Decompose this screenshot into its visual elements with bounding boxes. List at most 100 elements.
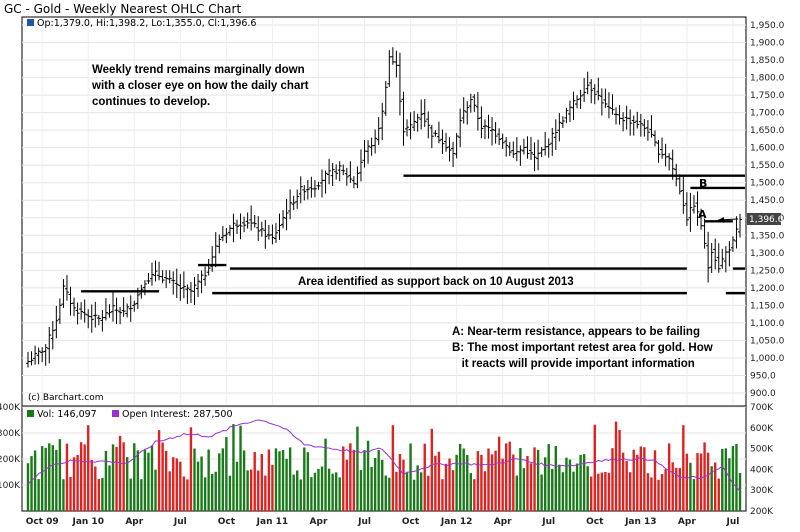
ohlc-bar (691, 195, 696, 214)
volume-bar (628, 472, 632, 511)
volume-bar (614, 421, 618, 511)
time-tick-label: Jan 13 (624, 517, 657, 527)
volume-bar (58, 439, 62, 511)
volume-bar (366, 440, 370, 511)
ohlc-bar (43, 344, 48, 366)
ohlc-bar (121, 297, 126, 317)
volume-bar (274, 448, 278, 511)
ohlc-bar (401, 91, 406, 146)
volume-bar (678, 468, 681, 511)
volume-bar (685, 453, 689, 511)
ohlc-bar (429, 124, 434, 149)
volume-bar (671, 462, 674, 511)
price-tick-label: 1,450.0 (750, 196, 785, 206)
volume-bar (193, 448, 196, 511)
open-interest-tick-label: 300K (750, 486, 774, 496)
volume-bar (667, 443, 671, 511)
ohlc-bar (185, 284, 190, 304)
trend-note-line-3: continues to develop. (92, 96, 210, 108)
ohlc-bar (167, 270, 172, 284)
volume-bar (168, 471, 171, 511)
volume-bar (345, 459, 349, 511)
volume-bar (565, 457, 568, 511)
volume-bar (235, 461, 239, 511)
volume-bar (133, 443, 136, 511)
legend-note-line-2: B: The most important retest area for go… (452, 342, 713, 354)
ohlc-bar (206, 258, 211, 276)
ohlc-bar (405, 119, 410, 137)
ohlc-bar (288, 189, 293, 220)
volume-bar (125, 457, 129, 511)
volume-legend-swatch (27, 410, 34, 417)
ohlc-bar (57, 298, 62, 324)
open-interest-tick-label: 700K (750, 403, 774, 413)
ohlc-bar (468, 93, 473, 113)
volume-bar (232, 424, 235, 511)
volume-bar (554, 446, 558, 511)
price-tick-label: 1,200.0 (750, 284, 785, 294)
volume-bar (731, 446, 735, 511)
ohlc-bar (497, 128, 502, 146)
ohlc-bar (652, 130, 657, 147)
ohlc-bar (196, 273, 201, 298)
volume-bar (455, 454, 458, 511)
ohlc-bar (259, 221, 264, 237)
volume-bar (299, 479, 302, 511)
volume-bar (561, 472, 565, 511)
ohlc-bar (727, 241, 732, 267)
ohlc-bar (171, 271, 176, 295)
price-tick-label: 1,500.0 (750, 179, 785, 189)
volume-bar (97, 478, 101, 511)
volume-bar (104, 450, 108, 511)
ohlc-bar (178, 274, 183, 301)
volume-bar (69, 476, 72, 511)
ohlc-bar (82, 299, 87, 323)
ohlc-bar (436, 121, 441, 144)
open-interest-tick-label: 200K (750, 507, 774, 517)
ohlc-bar (532, 142, 537, 172)
volume-bar (728, 458, 731, 511)
ohlc-bar (518, 145, 523, 166)
ohlc-bar (174, 268, 179, 299)
volume-bar (469, 473, 472, 511)
volume-bar (476, 451, 480, 511)
ohlc-bar (224, 228, 229, 244)
price-tick-label: 1,150.0 (750, 301, 785, 311)
volume-bar (558, 464, 561, 511)
volume-bar (664, 469, 667, 511)
volume-bar (140, 479, 143, 511)
volume-bar (412, 479, 416, 511)
ohlc-bar (567, 100, 572, 123)
volume-bar (522, 468, 526, 511)
volume-bar (416, 465, 419, 511)
volume-bar (721, 449, 724, 511)
volume-bar (501, 458, 504, 511)
volume-bar (696, 453, 699, 511)
label-b: B (699, 177, 707, 190)
ohlc-swatch (27, 19, 34, 26)
ohlc-bar (486, 114, 491, 139)
open-interest-legend: Open Interest: 287,500 (122, 409, 233, 420)
volume-bar (699, 453, 703, 511)
ohlc-bar (337, 161, 342, 182)
ohlc-bar (33, 345, 38, 365)
ohlc-bar (79, 302, 84, 320)
time-tick-label: Jul (357, 517, 371, 527)
volume-bar (738, 473, 742, 511)
ohlc-bar (118, 307, 123, 325)
ohlc-bar (47, 326, 52, 364)
ohlc-bar (649, 115, 654, 138)
price-bars (26, 47, 742, 368)
price-tick-label: 950.0 (750, 371, 776, 381)
label-a: A (698, 208, 707, 221)
ohlc-bar (560, 116, 565, 128)
ohlc-bar (419, 99, 424, 130)
volume-bar (653, 450, 657, 511)
volume-bar (288, 447, 292, 511)
price-tick-label: 1,000.0 (750, 354, 785, 364)
ohlc-bar (504, 137, 509, 157)
ohlc-bar (344, 167, 349, 186)
volume-bar (533, 447, 536, 511)
volume-bar (543, 457, 547, 511)
ohlc-bar (125, 303, 130, 318)
